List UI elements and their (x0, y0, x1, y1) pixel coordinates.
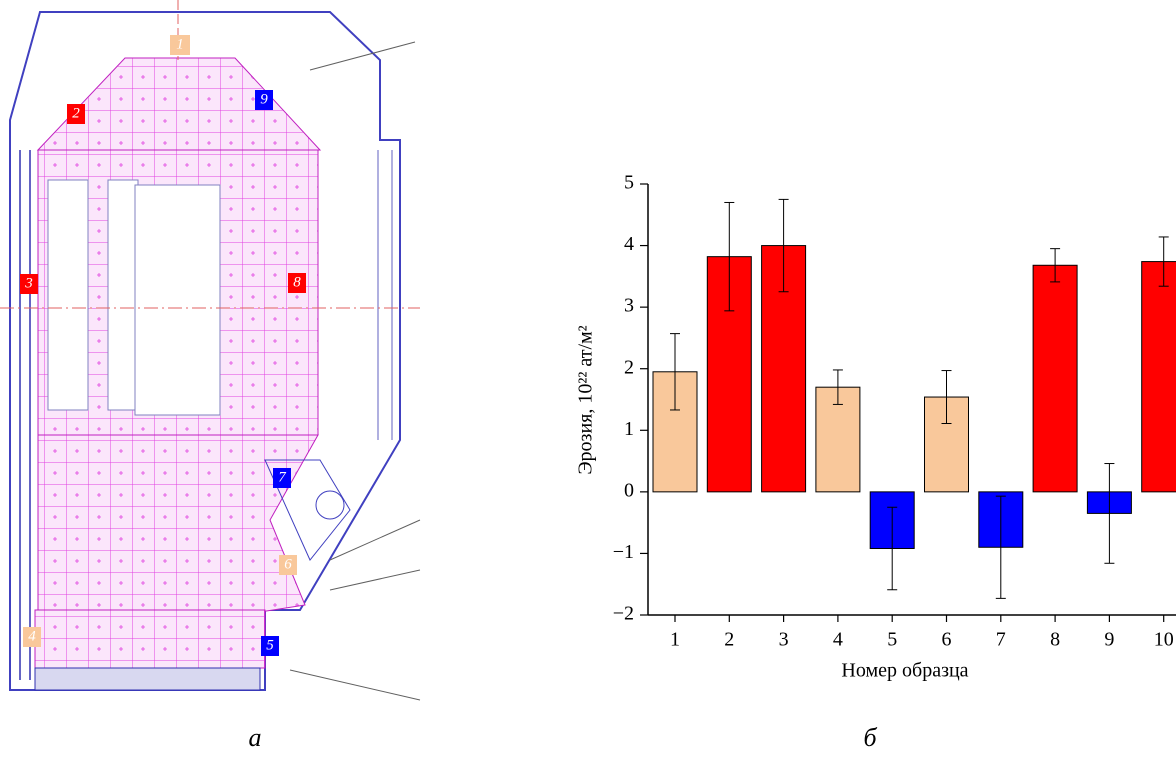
sample-label: 8 (293, 274, 301, 290)
y-tick-label: 3 (624, 295, 634, 317)
caption: а (249, 723, 262, 752)
diagram: 1 2 3 4 5 6 7 8 9 (0, 0, 421, 701)
y-tick-label: 2 (624, 356, 634, 378)
sample-label: 7 (278, 469, 287, 485)
bar (1032, 264, 1078, 493)
y-axis-title: Эрозия, 10²² ат/м² (575, 325, 597, 474)
x-tick-label: 2 (724, 629, 734, 651)
caption: б (863, 723, 877, 752)
x-tick-label: 8 (1050, 629, 1060, 651)
sample-label: 1 (176, 36, 184, 52)
y-tick-label: −1 (613, 541, 634, 563)
bar (1141, 261, 1176, 493)
y-tick-label: 5 (624, 172, 634, 194)
sample-label: 2 (72, 105, 80, 121)
y-tick-label: 0 (624, 479, 634, 501)
x-tick-label: 4 (833, 629, 843, 651)
chart: Эрозия, 10²² ат/м² Номер образца −2 −1 0 1 2… (575, 172, 1176, 682)
sample-label: 5 (266, 637, 274, 653)
y-tick-label: −2 (613, 603, 634, 625)
y-tick-label: 4 (624, 233, 634, 255)
sample-label: 9 (260, 91, 268, 107)
x-tick-label: 7 (996, 629, 1006, 651)
sample-label: 3 (24, 275, 33, 291)
y-tick-label: 1 (624, 418, 634, 440)
x-tick-label: 10 (1154, 629, 1174, 651)
x-tick-label: 5 (887, 629, 897, 651)
sample-label: 6 (284, 556, 292, 572)
x-tick-label: 6 (942, 629, 952, 651)
sample-label: 4 (28, 628, 36, 644)
x-tick-label: 9 (1104, 629, 1114, 651)
x-axis-title: Номер образца (841, 660, 968, 682)
x-tick-label: 3 (779, 629, 789, 651)
x-tick-label: 1 (670, 629, 680, 651)
